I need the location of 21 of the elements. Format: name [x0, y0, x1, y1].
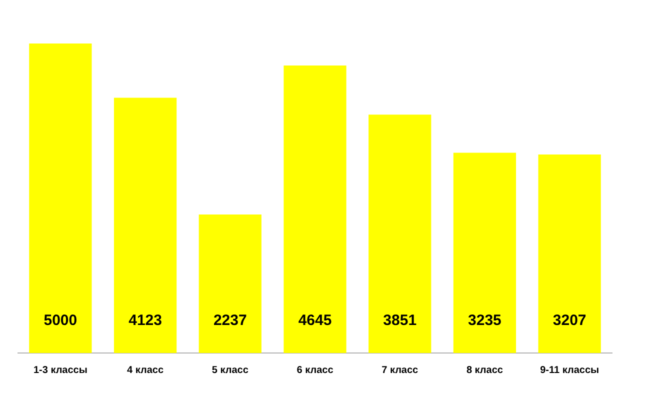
- bar: [368, 114, 432, 353]
- data-label: 3207: [552, 312, 586, 330]
- x-tick-label: 7 класс: [382, 364, 419, 376]
- x-tick-label: 6 класс: [296, 364, 334, 376]
- x-tick-label: 8 класс: [466, 364, 504, 376]
- bar: [114, 98, 177, 353]
- data-label: 5000: [44, 312, 78, 330]
- x-tick-label: 4 класс: [127, 364, 164, 376]
- bar: [538, 154, 601, 353]
- data-label: 2237: [213, 312, 247, 330]
- x-tick-label: 1-3 классы: [33, 364, 88, 376]
- x-tick-label: 9-11 классы: [540, 364, 600, 376]
- bar: [29, 43, 92, 353]
- data-label: 3235: [468, 312, 502, 330]
- data-label: 4645: [298, 312, 332, 330]
- bar: [284, 65, 346, 353]
- bar: [453, 152, 516, 353]
- bar: [198, 214, 262, 353]
- data-label: 3851: [383, 312, 417, 330]
- x-tick-label: 5 класс: [212, 364, 249, 376]
- data-label: 4123: [128, 312, 162, 330]
